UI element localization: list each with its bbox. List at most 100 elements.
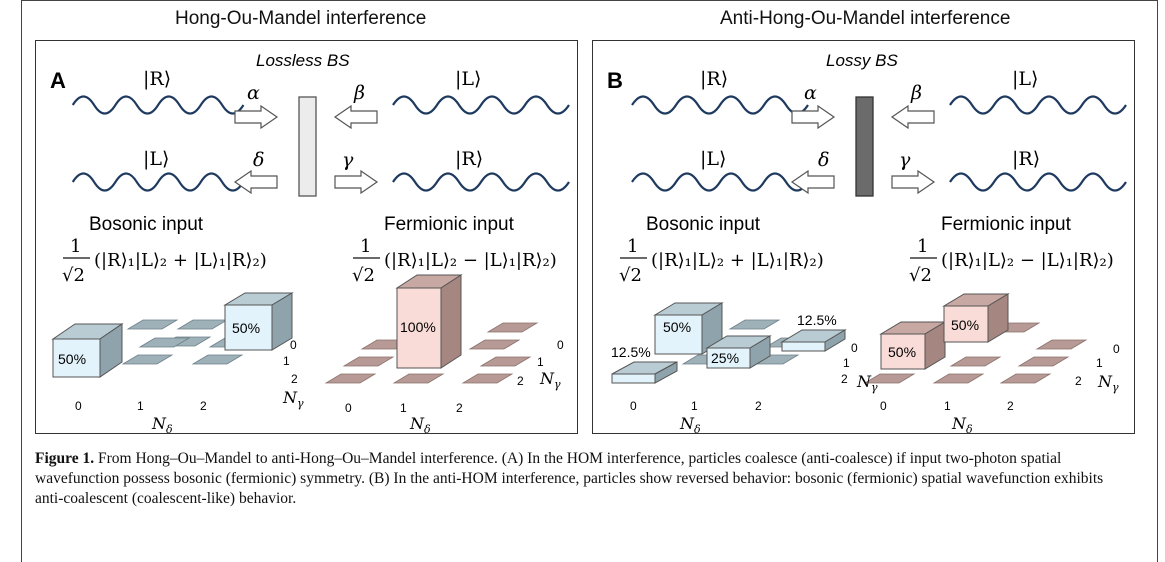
axis-n-delta: Nδ — [151, 414, 173, 436]
axis-n-gamma: Nγ — [856, 372, 878, 394]
wave-bottom-left — [631, 172, 809, 192]
axis-n-gamma: Nγ — [282, 388, 304, 410]
tick: 0 — [290, 338, 297, 352]
grid-tile — [486, 322, 539, 333]
grid-tile — [138, 337, 191, 348]
fermionic-input-label: Fermionic input — [941, 214, 1072, 235]
grid-tile — [999, 373, 1052, 384]
bar-fermionic-10: 50% — [942, 293, 1010, 343]
bar-label: 50% — [58, 351, 86, 367]
grid-tile — [1035, 339, 1088, 350]
fermionic-formula: (|R⟩₁|L⟩₂ − |L⟩₁|R⟩₂) — [941, 250, 1114, 271]
panel-a-letter: A — [50, 68, 66, 93]
panel-a-diagram: A |R⟩ |L⟩ |L⟩ |R⟩ Lossless BS α β δ γ Bo… — [50, 51, 570, 436]
panel-b — [592, 40, 1135, 434]
grid-tile — [932, 373, 985, 384]
bar-label: 50% — [232, 320, 260, 336]
bar-bosonic-00: 12.5% — [611, 344, 678, 384]
axis-n-delta: Nδ — [679, 414, 701, 436]
grid-tile — [461, 373, 514, 384]
ket-bottom-left: |L⟩ — [700, 148, 726, 170]
ket-top-right: |L⟩ — [455, 68, 481, 90]
grid-tile — [728, 319, 781, 330]
bosonic-input-label: Bosonic input — [646, 214, 761, 235]
grid-tile — [479, 356, 532, 367]
wave-bottom-right — [392, 172, 570, 192]
tick: 0 — [345, 401, 352, 415]
gamma-label: γ — [342, 149, 354, 171]
frac-num: 1 — [917, 236, 928, 257]
arrow-beta — [333, 104, 378, 130]
ket-top-right: |L⟩ — [1012, 68, 1038, 90]
frac-den: √2 — [352, 265, 375, 286]
bar-label: 25% — [711, 350, 739, 366]
delta-label: δ — [818, 149, 829, 171]
grid-tile — [191, 354, 244, 365]
tick: 2 — [1007, 399, 1014, 413]
grid-tile — [342, 356, 395, 367]
axis-n-delta: Nδ — [409, 414, 431, 436]
tick: 0 — [630, 399, 637, 413]
beam-splitter — [855, 96, 874, 197]
tick: 1 — [537, 355, 544, 369]
tick: 0 — [880, 399, 887, 413]
tick: 0 — [75, 399, 82, 413]
arrow-alpha — [234, 104, 279, 130]
frac-num: 1 — [360, 236, 371, 257]
ket-bottom-right: |R⟩ — [455, 148, 483, 170]
bosonic-formula: (|R⟩₁|L⟩₂ + |L⟩₁|R⟩₂) — [94, 250, 267, 271]
bar-label: 50% — [888, 344, 916, 360]
frac-den: √2 — [909, 265, 932, 286]
caption-text: From Hong–Ou–Mandel to anti-Hong–Ou–Mand… — [35, 450, 1104, 507]
top-rule — [21, 0, 1158, 1]
axis-n-gamma: Nγ — [539, 369, 561, 391]
figure-caption: Figure 1. From Hong–Ou–Mandel to anti-Ho… — [35, 449, 1135, 509]
tick: 0 — [851, 341, 858, 355]
ket-bottom-right: |R⟩ — [1012, 148, 1040, 170]
bosonic-input-label: Bosonic input — [89, 214, 204, 235]
frac-den: √2 — [62, 265, 85, 286]
arrow-beta — [890, 104, 935, 130]
wave-top-right — [392, 95, 570, 115]
tick: 1 — [400, 401, 407, 415]
wave-bottom-right — [949, 172, 1127, 192]
tick: 0 — [1113, 342, 1120, 356]
arrow-delta — [233, 169, 278, 195]
arrow-gamma — [334, 169, 379, 195]
bar-label: 50% — [663, 319, 691, 335]
beta-label: β — [353, 82, 365, 104]
grid-tile — [176, 319, 229, 330]
tick: 2 — [200, 399, 207, 413]
bar-bosonic-00: 50% — [51, 323, 124, 378]
tick: 2 — [291, 372, 298, 386]
tick: 2 — [841, 372, 848, 386]
tick: 1 — [691, 399, 698, 413]
gamma-label: γ — [899, 149, 911, 171]
tick: 1 — [283, 354, 290, 368]
bar-label: 12.5% — [797, 312, 837, 328]
ket-top-left: |R⟩ — [700, 68, 728, 90]
alpha-label: α — [804, 82, 817, 104]
tick: 1 — [137, 399, 144, 413]
bar-bosonic-11: 25% — [705, 335, 772, 369]
arrow-gamma — [891, 169, 936, 195]
fermionic-input-label: Fermionic input — [384, 214, 515, 235]
bar-fermionic-11: 100% — [395, 274, 463, 369]
grid-tile — [324, 373, 377, 384]
axis-n-delta: Nδ — [951, 414, 973, 436]
bosonic-histogram — [121, 319, 261, 365]
ket-bottom-left: |L⟩ — [143, 148, 169, 170]
delta-label: δ — [253, 149, 264, 171]
bar-label: 12.5% — [611, 344, 651, 360]
tick: 2 — [755, 399, 762, 413]
tick: 2 — [456, 401, 463, 415]
axis-n-gamma: Nγ — [1097, 372, 1119, 394]
panel-b-letter: B — [607, 68, 623, 93]
figure-drawing: A |R⟩ |L⟩ |L⟩ |R⟩ Lossless BS α β δ γ Bo… — [50, 51, 1127, 436]
grid-tile — [392, 373, 445, 384]
grid-tile — [121, 354, 174, 365]
bosonic-formula: (|R⟩₁|L⟩₂ + |L⟩₁|R⟩₂) — [651, 250, 824, 271]
arrow-alpha — [791, 104, 836, 130]
bs-label: Lossless BS — [256, 51, 350, 70]
bar-bosonic-22: 50% — [223, 292, 294, 351]
